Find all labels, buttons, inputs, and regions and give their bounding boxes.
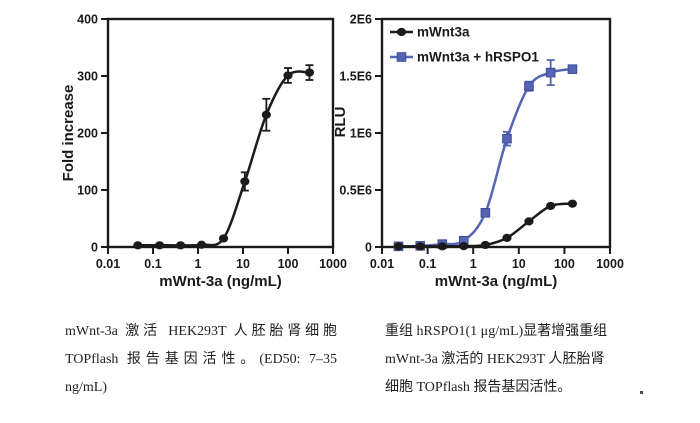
y-axis-title: RLU <box>332 107 349 138</box>
y-tick-label: 2E6 <box>350 13 372 27</box>
data-point <box>175 241 186 250</box>
caption-right-line-3: 细胞 TOPflash 报告基因活性。 <box>385 380 572 395</box>
data-point <box>502 233 512 242</box>
y-tick-label: 300 <box>77 70 98 84</box>
data-point <box>154 241 165 250</box>
right-chart: 0 0.5E6 1E6 1.5E6 2E6 0.01 0.1 1 10 100 1000 mWnt-3… <box>332 13 624 291</box>
y-tick-label: 1.5E6 <box>339 70 372 84</box>
legend-marker <box>396 52 407 62</box>
x-tick-label: 10 <box>512 257 526 271</box>
data-point <box>567 64 578 74</box>
data-point <box>524 217 534 226</box>
data-point <box>545 67 556 78</box>
x-tick-label: 0.01 <box>370 257 394 271</box>
data-point <box>283 71 293 80</box>
data-point <box>240 177 250 186</box>
data-point <box>196 240 207 249</box>
data-point <box>524 81 534 92</box>
y-axis-title: Fold increase <box>60 85 77 182</box>
plot-frame <box>380 17 612 249</box>
x-tick-label: 0.1 <box>419 257 436 271</box>
data-point <box>459 241 469 251</box>
plot-frame <box>106 17 335 249</box>
data-point <box>393 242 404 251</box>
data-point <box>567 199 578 208</box>
data-point <box>304 68 315 77</box>
x-axis-title: mWnt-3a (ng/mL) <box>435 273 557 290</box>
fit-curve <box>136 70 311 247</box>
x-tick-label: 10 <box>236 257 250 271</box>
data-point <box>546 201 556 211</box>
y-tick-label: 1E6 <box>350 127 372 141</box>
caption-left-line-1: mWnt-3a 激活 HEK293T 人胚胎肾细胞 <box>65 324 337 339</box>
x-axis-title: mWnt-3a (ng/mL) <box>159 273 281 290</box>
x-tick-label: 1 <box>195 257 202 271</box>
x-tick-label: 0.1 <box>144 257 161 271</box>
caption-left-line-2: TOPflash 报告基因活性。(ED50: 7–35 <box>65 352 337 367</box>
caption-left-line-3: ng/mL) <box>65 380 107 395</box>
y-tick-label: 0.5E6 <box>339 184 372 198</box>
legend-marker <box>396 27 407 37</box>
data-point <box>502 133 512 144</box>
data-point <box>133 241 143 250</box>
data-point <box>261 110 271 119</box>
x-tick-label: 1000 <box>319 257 347 271</box>
data-point <box>480 208 491 218</box>
caption-right-line-2: mWnt-3a 激活的 HEK293T 人胚胎肾 <box>385 352 605 367</box>
caption-right-line-1: 重组 hRSPO1(1 μg/mL)显著增强重组 <box>385 324 608 339</box>
y-tick-label: 400 <box>77 13 98 27</box>
stray-mark <box>640 391 643 394</box>
x-tick-label: 1 <box>470 257 477 271</box>
legend-label: mWnt3a + hRSPO1 <box>417 50 539 65</box>
data-point <box>480 240 490 250</box>
y-tick-label: 0 <box>365 241 372 255</box>
data-point <box>218 234 229 243</box>
y-tick-label: 100 <box>77 184 98 198</box>
caption-right: 重组 hRSPO1(1 μg/mL)显著增强重组 mWnt-3a 激活的 HEK… <box>385 318 673 402</box>
data-point <box>415 242 425 251</box>
legend-label: mWnt3a <box>417 25 470 40</box>
y-tick-label: 0 <box>91 241 98 255</box>
fit-curve <box>397 67 574 248</box>
x-tick-label: 1000 <box>596 257 624 271</box>
y-tick-label: 200 <box>77 127 98 141</box>
data-point <box>437 242 447 251</box>
caption-left: mWnt-3a 激活 HEK293T 人胚胎肾细胞 TOPflash 报告基因活… <box>65 318 337 402</box>
left-chart: 0 100 200 300 400 0.01 0.1 1 10 100 1000 mWnt-3a (n… <box>60 13 347 291</box>
x-tick-label: 100 <box>278 257 299 271</box>
x-tick-label: 100 <box>554 257 575 271</box>
x-tick-label: 0.01 <box>96 257 120 271</box>
